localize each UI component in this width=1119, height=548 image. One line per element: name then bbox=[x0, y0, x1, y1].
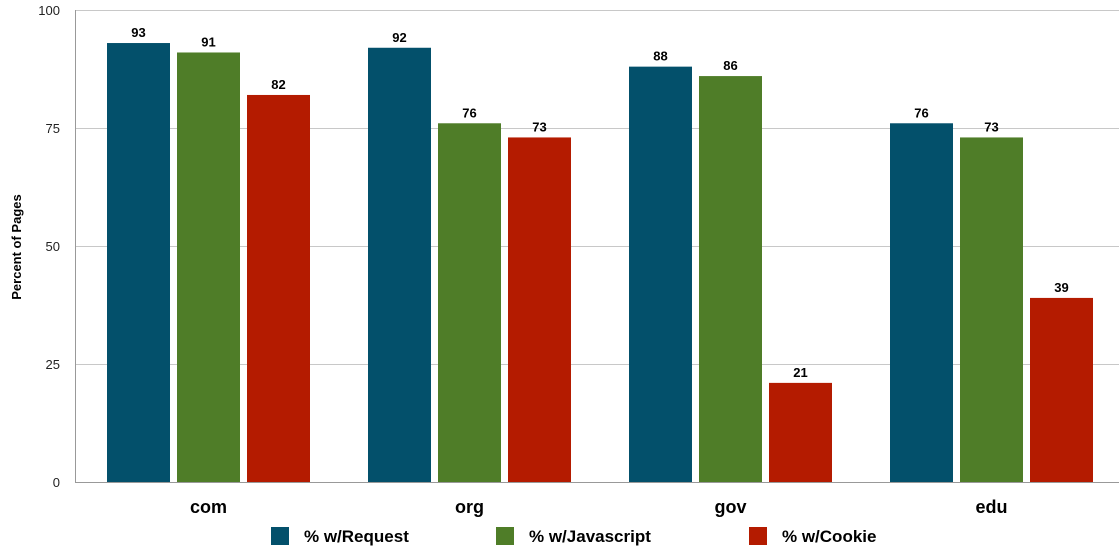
bar-gov-0 bbox=[629, 66, 692, 482]
bar-org-1 bbox=[438, 123, 501, 482]
y-tick-label: 0 bbox=[53, 475, 60, 490]
x-axis-categories: com org gov edu bbox=[190, 497, 1008, 517]
category-label-com: com bbox=[190, 497, 227, 517]
legend-swatch bbox=[749, 527, 767, 545]
y-axis-ticks: 0 25 50 75 100 bbox=[38, 3, 60, 490]
bar-edu-2 bbox=[1030, 297, 1093, 482]
category-label-edu: edu bbox=[975, 497, 1007, 517]
y-tick-label: 100 bbox=[38, 3, 60, 18]
data-label: 82 bbox=[271, 77, 285, 92]
category-label-org: org bbox=[455, 497, 484, 517]
y-tick-label: 50 bbox=[46, 239, 60, 254]
category-label-gov: gov bbox=[714, 497, 746, 517]
data-label: 73 bbox=[984, 119, 998, 134]
legend: % w/Request % w/Javascript % w/Cookie bbox=[271, 527, 876, 546]
data-label: 76 bbox=[914, 105, 928, 120]
legend-swatch bbox=[496, 527, 514, 545]
bar-org-2 bbox=[508, 137, 571, 482]
bar-com-0 bbox=[107, 43, 170, 482]
y-tick-label: 25 bbox=[46, 357, 60, 372]
y-axis-title: Percent of Pages bbox=[9, 194, 24, 300]
data-label: 21 bbox=[793, 365, 807, 380]
data-label: 93 bbox=[131, 25, 145, 40]
bar-gov-1 bbox=[699, 76, 762, 482]
legend-label: % w/Javascript bbox=[529, 527, 651, 546]
data-label: 91 bbox=[201, 34, 215, 49]
bar-com-1 bbox=[177, 52, 240, 482]
legend-label: % w/Request bbox=[304, 527, 409, 546]
data-label: 76 bbox=[462, 105, 476, 120]
bar-org-0 bbox=[368, 47, 431, 482]
bar-edu-1 bbox=[960, 137, 1023, 482]
bar-com-2 bbox=[247, 94, 310, 483]
data-label: 92 bbox=[392, 30, 406, 45]
data-label: 39 bbox=[1054, 280, 1068, 295]
data-labels: 93 91 82 92 76 73 88 86 21 76 73 39 bbox=[131, 25, 1068, 380]
legend-swatch bbox=[271, 527, 289, 545]
y-tick-label: 75 bbox=[46, 121, 60, 136]
bar-edu-0 bbox=[890, 123, 953, 482]
legend-label: % w/Cookie bbox=[782, 527, 876, 546]
data-label: 86 bbox=[723, 58, 737, 73]
data-label: 73 bbox=[532, 119, 546, 134]
bars bbox=[107, 43, 1093, 483]
bar-gov-2 bbox=[769, 382, 832, 482]
data-label: 88 bbox=[653, 49, 667, 64]
